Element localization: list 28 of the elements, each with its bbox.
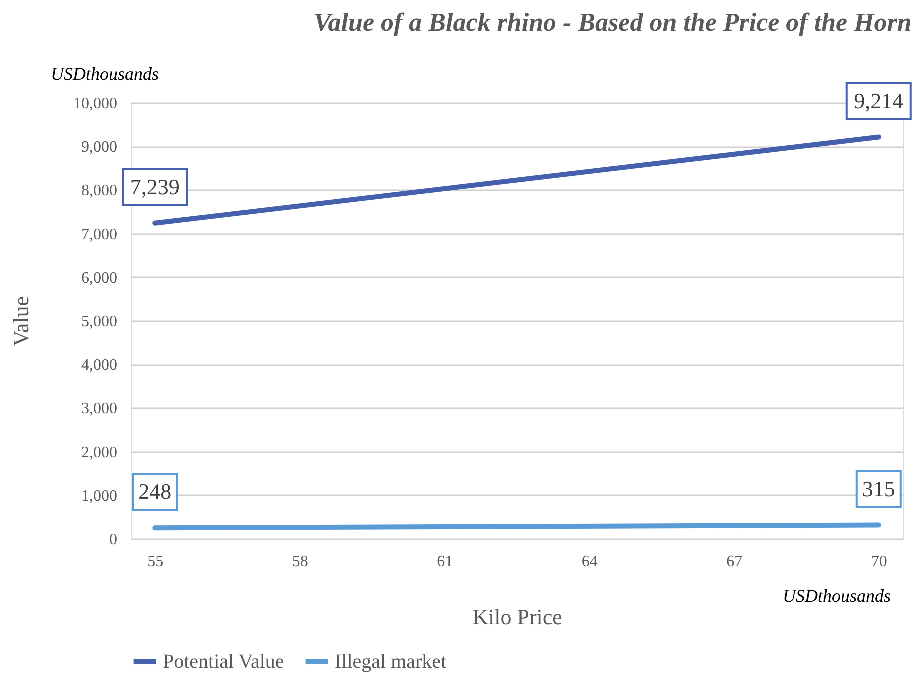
y-tick-label: 3,000 bbox=[82, 400, 118, 418]
x-tick-label: 58 bbox=[292, 554, 308, 570]
y-tick-label: 5,000 bbox=[82, 314, 118, 330]
x-tick-label: 61 bbox=[437, 554, 454, 570]
x-tick-label: 55 bbox=[148, 554, 164, 570]
data-label: 7,239 bbox=[130, 174, 180, 200]
x-tick-label: 64 bbox=[582, 554, 598, 570]
x-axis-title: Kilo Price bbox=[472, 604, 562, 630]
y-tick-label: 4,000 bbox=[82, 357, 118, 374]
y-tick-label: 8,000 bbox=[82, 182, 118, 200]
legend-label: Potential Value bbox=[163, 651, 284, 673]
data-label: 315 bbox=[862, 476, 896, 502]
x-tick-label: 70 bbox=[871, 554, 888, 570]
text: USDthousands bbox=[51, 64, 160, 84]
chart-title: Value of a Black rhino - Based on the Price of the Horn bbox=[314, 8, 912, 37]
y-tick-label: 1,000 bbox=[82, 488, 118, 505]
x-tick-label: 67 bbox=[726, 554, 743, 570]
data-label: 9,214 bbox=[854, 88, 904, 114]
y-axis-title: Value bbox=[8, 296, 34, 347]
y-tick-label: 0 bbox=[110, 532, 118, 548]
y-tick-label: 10,000 bbox=[74, 96, 118, 112]
text: USDthousands bbox=[782, 586, 891, 606]
y-tick-label: 9,000 bbox=[82, 139, 118, 156]
y-tick-label: 2,000 bbox=[82, 444, 118, 462]
legend-label: Illegal market bbox=[335, 651, 448, 673]
y-tick-label: 6,000 bbox=[82, 270, 118, 287]
data-label: 248 bbox=[138, 479, 172, 504]
y-tick-label: 7,000 bbox=[82, 226, 118, 244]
